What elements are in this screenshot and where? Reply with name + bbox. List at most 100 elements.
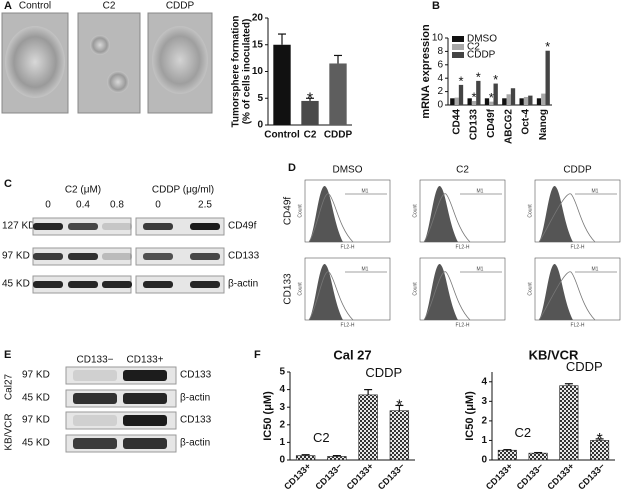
dose-label: 0 xyxy=(155,200,161,211)
blot-header: CD133− xyxy=(77,355,114,366)
band xyxy=(143,223,173,230)
bar xyxy=(454,97,459,105)
y-tick-label: 2 xyxy=(437,86,443,97)
y-tick-label: 8 xyxy=(437,46,443,57)
y-tick-label: 15 xyxy=(252,39,264,50)
gate-label: M1 xyxy=(362,188,369,194)
band xyxy=(68,223,98,230)
group-label: C2 xyxy=(313,430,330,445)
flow-column-label: CDDP xyxy=(563,165,592,176)
bar xyxy=(484,98,490,105)
band xyxy=(33,223,63,230)
y-tick-label: 10 xyxy=(432,33,444,44)
significance-mark: * xyxy=(458,73,463,88)
y-tick-label: 2 xyxy=(481,416,487,427)
x-tick-label: CDDP xyxy=(324,130,353,141)
y-tick-label: 20 xyxy=(252,13,264,24)
x-tick-label: Oct-4 xyxy=(521,109,532,135)
legend-swatch xyxy=(452,36,464,42)
band xyxy=(73,370,117,381)
group-label: C2 xyxy=(514,425,531,440)
flow-histogram xyxy=(424,263,458,320)
flow-column-label: DMSO xyxy=(333,165,363,176)
significance-mark: * xyxy=(493,72,498,87)
flow-row-label: CD133 xyxy=(283,273,294,305)
band xyxy=(123,370,167,381)
y-tick-label: 0 xyxy=(481,455,487,466)
blot-strip xyxy=(135,217,225,236)
blot-header: CDDP (μg/ml) xyxy=(152,185,214,196)
panel-label: A xyxy=(4,0,12,12)
y-tick-label: 5 xyxy=(279,367,285,378)
gate-label: M1 xyxy=(592,266,599,272)
size-label: 45 KD xyxy=(22,438,50,449)
band xyxy=(68,281,98,288)
significance-mark: * xyxy=(307,90,313,107)
y-tick-label: 0 xyxy=(279,455,285,466)
panel-label: B xyxy=(432,0,440,12)
band xyxy=(73,438,117,449)
y-axis-label: mRNA expression xyxy=(420,24,432,119)
band xyxy=(33,253,63,260)
band xyxy=(68,253,98,260)
panel-label: D xyxy=(288,162,296,174)
bar xyxy=(301,100,319,125)
bar xyxy=(497,449,517,461)
bar xyxy=(528,95,533,105)
size-label: 45 KD xyxy=(22,393,50,404)
flow-y-axis: Count xyxy=(527,204,533,218)
protein-label: CD133 xyxy=(228,251,260,262)
legend-swatch xyxy=(452,52,464,58)
band xyxy=(73,393,117,404)
image-label: CDDP xyxy=(166,1,195,12)
band xyxy=(73,415,117,426)
bar xyxy=(545,50,550,105)
flow-overlay xyxy=(423,271,471,321)
significance-mark: * xyxy=(396,398,402,415)
x-tick-label: C2 xyxy=(304,130,317,141)
flow-y-axis: Count xyxy=(412,204,418,218)
bar xyxy=(450,98,455,105)
flow-overlay xyxy=(308,271,354,321)
blot-header: CD133+ xyxy=(127,355,164,366)
dose-label: 2.5 xyxy=(198,200,212,211)
flow-overlay xyxy=(308,193,354,243)
sphere xyxy=(152,26,208,94)
legend-swatch xyxy=(452,44,464,50)
bar xyxy=(528,452,548,461)
dose-label: 0 xyxy=(45,200,51,211)
flow-y-axis: Count xyxy=(527,282,533,296)
dose-label: 0.4 xyxy=(76,200,90,211)
bar xyxy=(559,385,579,461)
image-label: Control xyxy=(19,1,51,12)
y-tick-label: 3 xyxy=(481,396,487,407)
flow-y-axis: Count xyxy=(412,282,418,296)
y-tick-label: 3 xyxy=(279,402,285,413)
x-tick-label: Nanog xyxy=(538,109,549,140)
bar xyxy=(295,455,316,461)
y-axis-label: Tumorsphere formation xyxy=(231,15,242,127)
x-tick-label: Control xyxy=(264,130,300,141)
band xyxy=(190,223,220,230)
group-label: CDDP xyxy=(566,359,603,374)
size-label: 127 KD xyxy=(2,221,35,232)
x-tick-label: ABCG2 xyxy=(503,109,514,144)
panel-label: C xyxy=(4,178,12,190)
bar xyxy=(467,98,472,105)
blot-strip xyxy=(135,275,225,294)
legend-label: CDDP xyxy=(467,50,496,61)
panel-label: E xyxy=(4,349,11,361)
band xyxy=(123,415,167,426)
sphere xyxy=(107,71,129,93)
protein-label: CD133 xyxy=(180,415,212,426)
flow-histogram xyxy=(539,185,573,242)
y-tick-label: 0 xyxy=(257,120,263,131)
y-tick-label: 4 xyxy=(481,376,487,387)
bar xyxy=(510,88,516,105)
bar xyxy=(506,94,511,105)
band xyxy=(190,253,220,260)
flow-histogram xyxy=(539,263,573,320)
flow-x-axis: FL2-H xyxy=(456,244,470,250)
protein-label: β-actin xyxy=(180,438,210,449)
